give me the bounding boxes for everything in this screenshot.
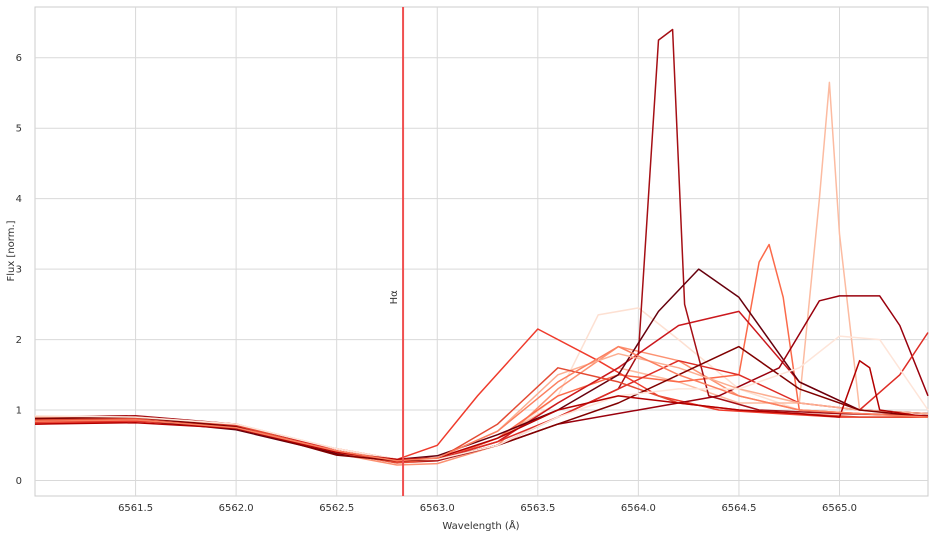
y-tick-label: 3 xyxy=(16,265,22,276)
x-tick-label: 6564.0 xyxy=(621,503,656,514)
y-tick-label: 6 xyxy=(16,53,22,64)
spectrum-line-13 xyxy=(34,335,929,461)
y-tick-label: 1 xyxy=(16,406,22,417)
spectrum-line-14 xyxy=(34,359,929,461)
x-tick-label: 6561.5 xyxy=(118,503,153,514)
x-axis-ticks: 6561.5 6562.0 6562.5 6563.0 6563.5 6564.0 6564… xyxy=(118,503,857,514)
plot-area xyxy=(34,6,929,497)
spectrum-line-15 xyxy=(34,345,929,462)
y-tick-label: 0 xyxy=(16,476,22,487)
spectrum-series-group xyxy=(34,28,929,466)
h-alpha-label: Hα xyxy=(389,290,400,305)
y-tick-label: 2 xyxy=(16,335,22,346)
x-axis-label: Wavelength (Å) xyxy=(442,519,519,532)
x-tick-label: 6565.0 xyxy=(822,503,857,514)
chart-grid xyxy=(34,6,929,497)
x-tick-label: 6563.5 xyxy=(520,503,555,514)
y-axis-ticks: 0 1 2 3 4 5 6 xyxy=(16,53,22,487)
y-tick-label: 4 xyxy=(16,194,22,205)
y-axis-label: Flux [norm.] xyxy=(6,220,17,281)
x-tick-label: 6563.0 xyxy=(420,503,455,514)
x-tick-label: 6564.5 xyxy=(721,503,756,514)
x-tick-label: 6562.0 xyxy=(219,503,254,514)
y-tick-label: 5 xyxy=(16,124,22,135)
x-tick-label: 6562.5 xyxy=(319,503,354,514)
